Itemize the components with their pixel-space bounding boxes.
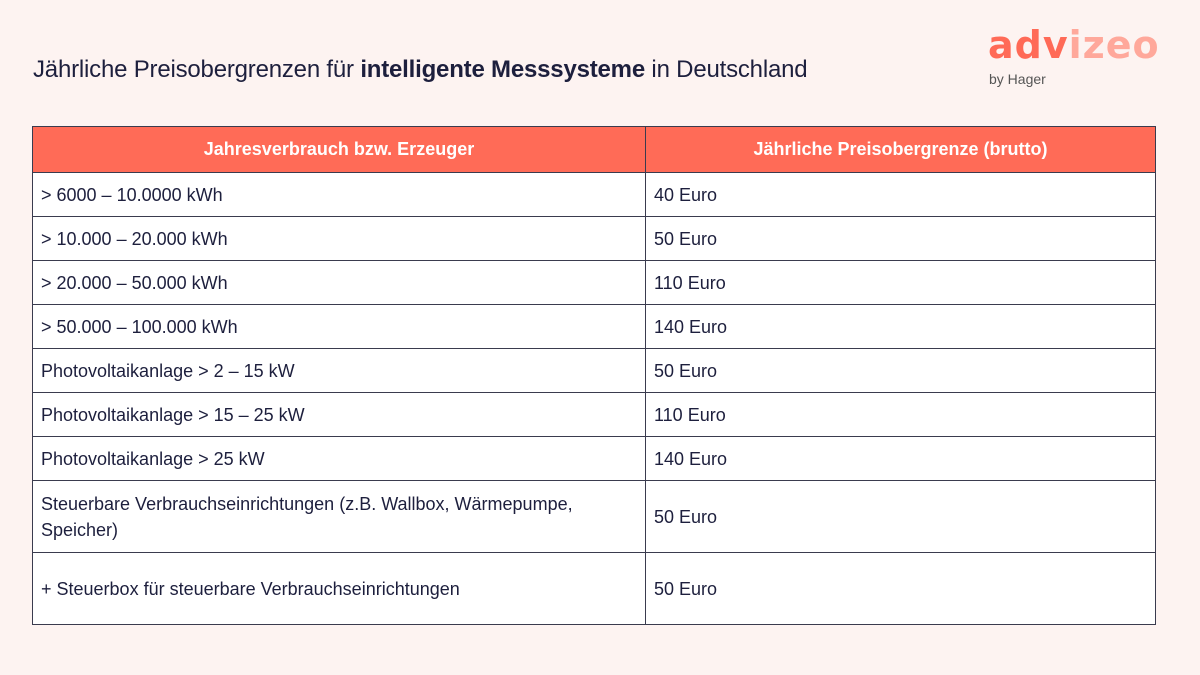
- table-row: Photovoltaikanlage > 15 – 25 kW 110 Euro: [32, 392, 1156, 437]
- price-cell: 40 Euro: [645, 172, 1156, 217]
- consumption-cell: Photovoltaikanlage > 2 – 15 kW: [32, 348, 646, 393]
- price-cell: 140 Euro: [645, 436, 1156, 481]
- logo-light: izeo: [1068, 23, 1160, 67]
- price-cell: 50 Euro: [645, 348, 1156, 393]
- table-header-row: Jahresverbrauch bzw. Erzeuger Jährliche …: [32, 126, 1156, 173]
- price-cell: 110 Euro: [645, 260, 1156, 305]
- price-cell: 50 Euro: [645, 552, 1156, 625]
- price-cell: 110 Euro: [645, 392, 1156, 437]
- header-consumption: Jahresverbrauch bzw. Erzeuger: [32, 126, 646, 173]
- consumption-cell: + Steuerbox für steuerbare Verbrauchsein…: [32, 552, 646, 625]
- logo-solid: adv: [988, 23, 1069, 67]
- table-row: > 10.000 – 20.000 kWh 50 Euro: [32, 216, 1156, 261]
- consumption-cell: > 50.000 – 100.000 kWh: [32, 304, 646, 349]
- consumption-cell: > 20.000 – 50.000 kWh: [32, 260, 646, 305]
- table-row: > 6000 – 10.0000 kWh 40 Euro: [32, 172, 1156, 217]
- table-row: Steuerbare Verbrauchseinrichtungen (z.B.…: [32, 480, 1156, 553]
- logo-byline: by Hager: [989, 71, 1046, 87]
- consumption-cell: > 10.000 – 20.000 kWh: [32, 216, 646, 261]
- consumption-cell: Photovoltaikanlage > 15 – 25 kW: [32, 392, 646, 437]
- price-table: Jahresverbrauch bzw. Erzeuger Jährliche …: [32, 126, 1156, 625]
- price-cell: 50 Euro: [645, 216, 1156, 261]
- consumption-cell: > 6000 – 10.0000 kWh: [32, 172, 646, 217]
- table-row: > 50.000 – 100.000 kWh 140 Euro: [32, 304, 1156, 349]
- title-suffix: in Deutschland: [644, 56, 808, 83]
- table-row: + Steuerbox für steuerbare Verbrauchsein…: [32, 552, 1156, 625]
- page-title: Jährliche Preisobergrenzen für intellige…: [33, 56, 808, 84]
- table-row: Photovoltaikanlage > 25 kW 140 Euro: [32, 436, 1156, 481]
- price-cell: 140 Euro: [645, 304, 1156, 349]
- title-bold: intelligente Messsysteme: [360, 56, 645, 83]
- consumption-cell: Steuerbare Verbrauchseinrichtungen (z.B.…: [32, 480, 646, 553]
- table-row: Photovoltaikanlage > 2 – 15 kW 50 Euro: [32, 348, 1156, 393]
- table-row: > 20.000 – 50.000 kWh 110 Euro: [32, 260, 1156, 305]
- header-price: Jährliche Preisobergrenze (brutto): [645, 126, 1156, 173]
- price-cell: 50 Euro: [645, 480, 1156, 553]
- consumption-cell: Photovoltaikanlage > 25 kW: [32, 436, 646, 481]
- title-prefix: Jährliche Preisobergrenzen für: [33, 56, 361, 83]
- advizeo-logo: advizeo by Hager: [988, 22, 1188, 88]
